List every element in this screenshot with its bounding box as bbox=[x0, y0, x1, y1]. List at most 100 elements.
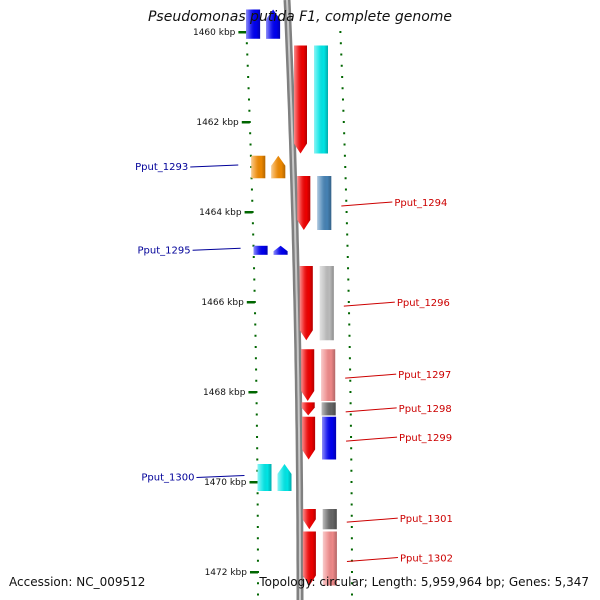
cog-block-Pput_1302 bbox=[322, 531, 337, 586]
cds-arrow-shading bbox=[297, 176, 311, 230]
minor-tick-left bbox=[256, 537, 259, 540]
cog-block-shading bbox=[322, 509, 337, 530]
cds-arrow-shading bbox=[271, 155, 286, 179]
minor-tick-left bbox=[252, 233, 255, 236]
minor-tick-right bbox=[348, 312, 351, 315]
major-tick bbox=[238, 31, 247, 34]
cog-block-shading bbox=[321, 402, 336, 416]
gene-reverse-Pput_1295 bbox=[273, 245, 288, 255]
cds-arrow-shading bbox=[302, 509, 316, 530]
scale-tick-label: 1472 kbp bbox=[205, 568, 248, 578]
minor-tick-left bbox=[256, 458, 259, 461]
major-tick bbox=[249, 481, 258, 484]
major-tick bbox=[241, 121, 250, 124]
cog-block-Pput_1297 bbox=[321, 349, 336, 401]
gene-forward-unlabeled bbox=[294, 45, 307, 154]
cog-block-shading bbox=[251, 155, 266, 179]
cog-block-shading bbox=[319, 266, 334, 341]
gene-forward-Pput_1302 bbox=[302, 531, 316, 586]
cds-arrow-shading bbox=[302, 531, 316, 586]
minor-tick-left bbox=[253, 289, 256, 292]
map-title: Pseudomonas putida F1, complete genome bbox=[147, 9, 453, 25]
minor-tick-left bbox=[253, 278, 256, 281]
gene-label: Pput_1296 bbox=[397, 298, 450, 309]
cds-arrow-shading bbox=[277, 464, 292, 491]
minor-tick-left bbox=[256, 548, 259, 551]
scale-tick-label: 1464 kbp bbox=[199, 208, 242, 218]
gene-forward-Pput_1297 bbox=[301, 349, 315, 401]
minor-tick-right bbox=[342, 109, 345, 112]
minor-tick-right bbox=[341, 76, 344, 78]
minor-tick-right bbox=[349, 379, 352, 382]
scale-tick-label: 1466 kbp bbox=[201, 298, 244, 308]
gene-labels: Pput_1293 Pput_1294 Pput_1295 Pput_1296 Pput… bbox=[135, 162, 453, 565]
leader-line bbox=[345, 407, 397, 413]
gene-reverse-Pput_1300 bbox=[277, 464, 292, 491]
cog-block-Pput_1298 bbox=[321, 402, 336, 416]
gene-label: Pput_1295 bbox=[138, 245, 191, 256]
minor-tick-left bbox=[246, 53, 249, 56]
minor-tick-right bbox=[350, 481, 353, 483]
accession-text: Accession: NC_009512 bbox=[9, 575, 146, 589]
minor-tick-right bbox=[348, 357, 351, 360]
minor-tick-left bbox=[249, 154, 252, 157]
gene-label: Pput_1297 bbox=[398, 370, 451, 381]
minor-tick-left bbox=[249, 132, 252, 135]
minor-tick-left bbox=[254, 357, 257, 360]
minor-tick-right bbox=[343, 132, 346, 135]
minor-tick-right bbox=[350, 548, 353, 551]
gene-forward-Pput_1298 bbox=[301, 402, 315, 416]
minor-tick-left bbox=[256, 559, 259, 562]
minor-tick-right bbox=[347, 289, 350, 292]
minor-tick-right bbox=[341, 87, 344, 90]
leader-line bbox=[341, 201, 393, 207]
minor-tick-left bbox=[256, 436, 259, 438]
minor-tick-right bbox=[350, 582, 353, 585]
minor-tick-right bbox=[348, 323, 351, 326]
minor-tick-right bbox=[347, 278, 350, 281]
cog-block-Pput_1299 bbox=[322, 416, 337, 460]
major-tick bbox=[249, 571, 258, 574]
minor-tick-left bbox=[246, 64, 249, 67]
leader-line bbox=[346, 517, 398, 523]
cog-block-shading bbox=[253, 245, 268, 255]
minor-tick-left bbox=[252, 244, 255, 247]
minor-tick-right bbox=[349, 402, 352, 405]
cds-arrow-shading bbox=[301, 349, 315, 401]
minor-tick-right bbox=[343, 154, 346, 157]
minor-tick-right bbox=[350, 571, 353, 573]
genome-summary-text: Topology: circular; Length: 5,959,964 bp… bbox=[259, 575, 589, 589]
minor-tick-right bbox=[344, 166, 347, 168]
minor-tick-right bbox=[339, 31, 342, 33]
minor-tick-right bbox=[348, 346, 351, 348]
minor-tick-left bbox=[255, 402, 258, 405]
cds-arrow-shading bbox=[273, 245, 288, 255]
minor-tick-left bbox=[248, 109, 251, 112]
minor-tick-right bbox=[346, 256, 349, 258]
minor-tick-right bbox=[339, 42, 342, 45]
minor-tick-left bbox=[256, 526, 259, 528]
gene-forward-Pput_1294 bbox=[297, 176, 311, 230]
minor-tick-left bbox=[256, 514, 259, 517]
minor-tick-right bbox=[343, 143, 346, 146]
major-tick bbox=[246, 301, 255, 304]
minor-tick-right bbox=[350, 537, 353, 540]
gene-label: Pput_1294 bbox=[394, 198, 447, 209]
minor-tick-left bbox=[247, 76, 250, 78]
cog-block-shading bbox=[314, 45, 328, 154]
cog-block-shading bbox=[322, 416, 337, 460]
minor-tick-right bbox=[347, 301, 350, 303]
scale-tick-label: 1470 kbp bbox=[204, 478, 247, 488]
minor-tick-left bbox=[256, 503, 259, 506]
gene-label: Pput_1299 bbox=[399, 433, 452, 444]
scale-tick-label: 1460 kbp bbox=[193, 28, 236, 38]
gene-label: Pput_1302 bbox=[400, 554, 453, 565]
minor-tick-left bbox=[245, 42, 248, 45]
minor-tick-right bbox=[350, 514, 353, 517]
minor-tick-right bbox=[349, 424, 352, 427]
minor-tick-left bbox=[250, 166, 253, 168]
cog-block-unlabeled bbox=[246, 9, 261, 39]
cog-block-shading bbox=[257, 464, 272, 491]
minor-tick-right bbox=[350, 458, 353, 461]
gene-label: Pput_1293 bbox=[135, 162, 188, 173]
